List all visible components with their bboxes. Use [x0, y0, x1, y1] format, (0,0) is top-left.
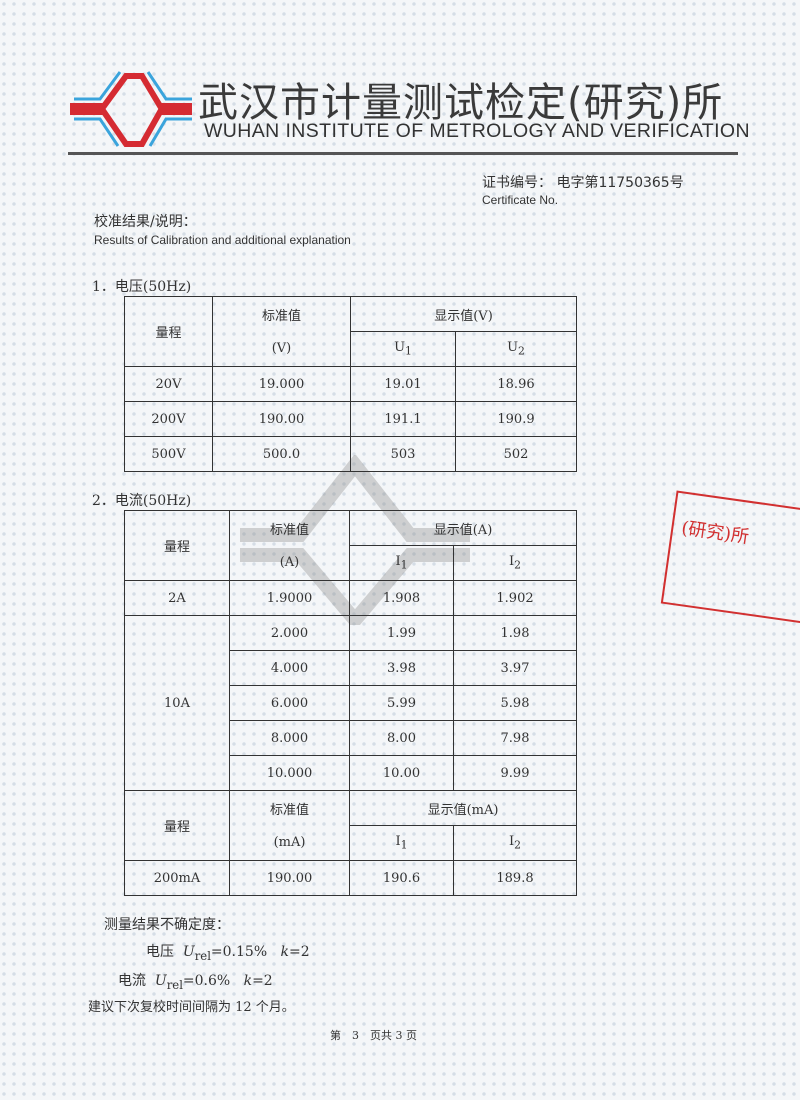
cell: 2A — [124, 580, 230, 616]
table-row: 200mA 190.00 190.6 189.8 — [124, 860, 578, 896]
voltage-table: 量程 标准值 显示值(V) (V) U1 U2 20V 19.000 19.01 18… — [124, 296, 578, 472]
uncertainty-voltage: 电压 Urel=0.15% k=2 — [146, 944, 310, 963]
table-row: 6.000 5.99 5.98 — [125, 685, 578, 721]
cell: 5.99 — [349, 685, 454, 721]
cell: 1.99 — [349, 615, 454, 651]
cell: 200V — [124, 401, 213, 437]
header-display-ma: 显示值(mA) — [348, 790, 578, 826]
header-standard-unit: (A) — [229, 545, 350, 581]
institute-name-cn: 武汉市计量测试检定(研究)所 — [198, 80, 724, 126]
cell: 1.98 — [452, 615, 578, 651]
page-number: 第 3 页共 3 页 — [330, 1029, 417, 1042]
cell: 8.00 — [349, 720, 454, 756]
cell: 3.97 — [452, 650, 578, 686]
current-section-title: 2．电流(50Hz) — [92, 493, 192, 509]
header-standard-unit: (V) — [212, 331, 351, 367]
cell: 500.0 — [212, 436, 351, 472]
table-row: 500V 500.0 503 502 — [124, 436, 578, 472]
cell: 10.00 — [349, 755, 454, 791]
cell: 190.00 — [229, 860, 350, 896]
results-heading-en: Results of Calibration and additional ex… — [94, 233, 351, 247]
cell: 6.000 — [229, 685, 350, 721]
table-row: 10.000 10.00 9.99 — [125, 755, 578, 791]
cell: 5.98 — [452, 685, 578, 721]
certificate-number: 证书编号： 电字第11750365号 — [482, 175, 684, 191]
cell: 190.9 — [454, 401, 578, 437]
header-display: 显示值(V) — [349, 296, 578, 332]
cell: 1.9000 — [229, 580, 350, 616]
cell: 3.98 — [349, 650, 454, 686]
uncertainty-current: 电流 Urel=0.6% k=2 — [118, 973, 273, 992]
cell: 10A — [124, 615, 230, 791]
header-range: 量程 — [124, 510, 230, 581]
header-standard-ma: 标准值 — [229, 790, 350, 826]
cell: 189.8 — [452, 860, 578, 896]
table-row: 4.000 3.98 3.97 — [125, 650, 578, 686]
cell: 19.000 — [212, 366, 351, 402]
cell: 502 — [454, 436, 578, 472]
cell: 190.00 — [212, 401, 351, 437]
cell: 190.6 — [349, 860, 454, 896]
cell: 7.98 — [452, 720, 578, 756]
uncertainty-heading: 测量结果不确定度： — [104, 917, 230, 933]
cell: 1.902 — [452, 580, 578, 616]
header-standard: 标准值 — [212, 296, 351, 332]
header-display: 显示值(A) — [348, 510, 578, 546]
institute-name-en: WUHAN INSTITUTE OF METROLOGY AND VERIFIC… — [204, 120, 750, 142]
header-i2-ma: I2 — [452, 825, 578, 861]
cell: 2.000 — [229, 615, 350, 651]
header-u2: U2 — [454, 331, 578, 367]
table-row: 8.000 8.00 7.98 — [125, 720, 578, 756]
cell: 200mA — [124, 860, 230, 896]
table-row: 2A 1.9000 1.908 1.902 — [124, 580, 578, 616]
voltage-section-title: 1．电压(50Hz) — [92, 279, 192, 295]
header-i2: I2 — [452, 545, 578, 581]
cell: 503 — [350, 436, 456, 472]
cell: 4.000 — [229, 650, 350, 686]
header-standard: 标准值 — [229, 510, 350, 546]
cell: 10.000 — [229, 755, 350, 791]
header-i1-ma: I1 — [349, 825, 454, 861]
cell: 191.1 — [350, 401, 456, 437]
header-u1: U1 — [350, 331, 456, 367]
table-row: 20V 19.000 19.01 18.96 — [124, 366, 578, 402]
cell: 19.01 — [350, 366, 456, 402]
table-row: 200V 190.00 191.1 190.9 — [124, 401, 578, 437]
header-standard-unit-ma: (mA) — [229, 825, 350, 861]
institute-logo — [70, 71, 192, 147]
header-range-ma: 量程 — [124, 790, 230, 861]
header-range: 量程 — [124, 296, 213, 367]
cell: 20V — [124, 366, 213, 402]
cell: 1.908 — [349, 580, 454, 616]
header-divider — [68, 152, 738, 155]
official-stamp: (研究)所 — [660, 490, 800, 624]
cell: 18.96 — [454, 366, 578, 402]
certificate-label-en: Certificate No. — [482, 193, 559, 207]
recalibration-note: 建议下次复校时间间隔为 12 个月。 — [88, 1000, 295, 1015]
results-heading-cn: 校准结果/说明： — [94, 214, 197, 230]
header-i1: I1 — [349, 545, 454, 581]
table-row: 10A 2.000 1.99 1.98 — [124, 615, 578, 791]
cell: 9.99 — [452, 755, 578, 791]
current-table: 量程 标准值 显示值(A) (A) I1 I2 2A 1.9000 1.908 1.9… — [124, 510, 578, 896]
cell: 8.000 — [229, 720, 350, 756]
cell: 500V — [124, 436, 213, 472]
